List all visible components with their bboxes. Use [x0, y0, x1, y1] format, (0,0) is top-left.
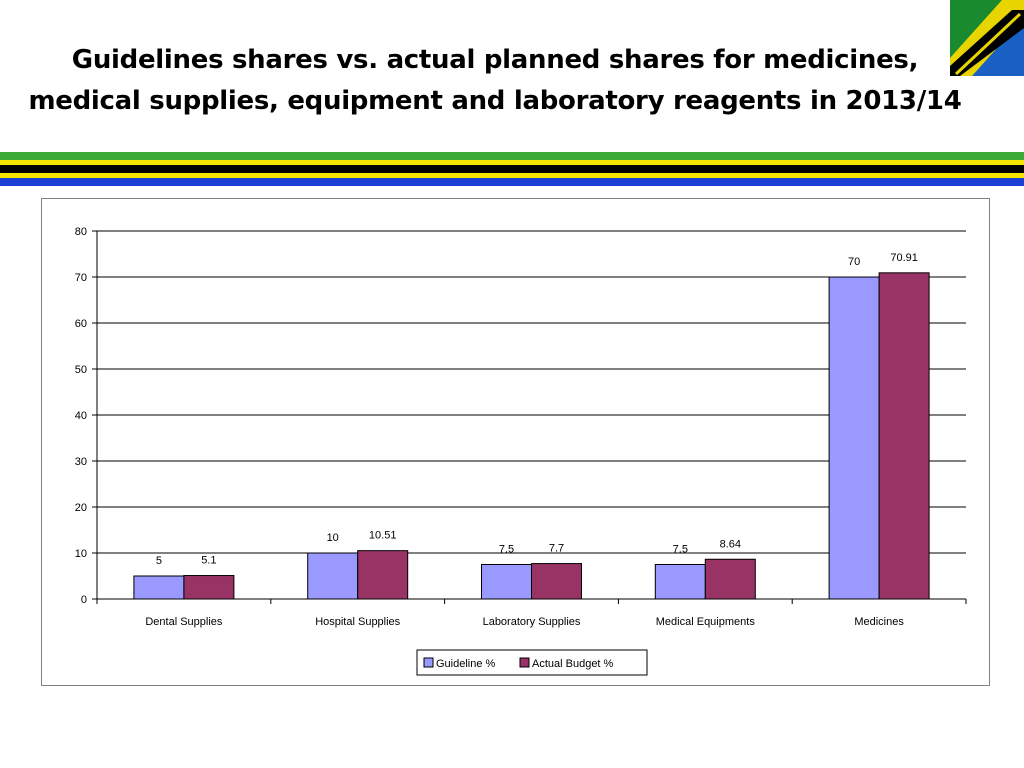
x-tick-label: Medical Equipments	[656, 616, 756, 628]
data-label: 5.1	[201, 555, 216, 567]
data-label: 7.5	[499, 544, 514, 556]
x-tick-label: Laboratory Supplies	[483, 616, 581, 628]
x-tick-label: Hospital Supplies	[315, 616, 400, 628]
y-tick-label: 30	[75, 456, 87, 468]
bar-chart: 0 10 20 30 40 50 60 70 80 5 5.1 Dental Supplies 10 10…	[75, 226, 967, 676]
y-tick-label: 80	[75, 226, 87, 238]
bar-actual-budget	[357, 550, 409, 600]
data-label: 7.7	[549, 543, 564, 555]
slide-title-line-2: medical supplies, equipment and laborato…	[28, 86, 962, 116]
tanzania-flag-logo	[950, 0, 1024, 76]
data-label: 5	[156, 555, 162, 567]
stripe-green	[0, 152, 1024, 160]
bar-actual-budget	[183, 575, 235, 600]
slide-title: Guidelines shares vs. actual planned sha…	[20, 40, 970, 122]
bar-guideline	[654, 564, 706, 600]
data-label: 10.51	[369, 530, 397, 542]
stripe-yellow-2	[0, 173, 1024, 178]
chart-container: 0 10 20 30 40 50 60 70 80 5 5.1 Dental Supplies 10 10…	[41, 198, 990, 686]
y-tick-label: 0	[81, 594, 87, 606]
y-tick-label: 20	[75, 502, 87, 514]
data-label: 7.5	[673, 544, 688, 556]
data-label: 70.91	[890, 252, 918, 264]
legend-label-guideline: Guideline %	[436, 658, 496, 670]
bar-actual-budget	[704, 558, 756, 600]
data-label: 8.64	[720, 538, 741, 550]
y-tick-label: 10	[75, 548, 87, 560]
bar-guideline	[481, 564, 532, 600]
data-label: 70	[848, 256, 860, 268]
legend-swatch-guideline	[423, 657, 434, 668]
legend-swatch-actual-budget	[519, 657, 530, 668]
x-tick-label: Medicines	[854, 616, 904, 628]
bar-guideline	[828, 276, 880, 600]
slide-title-line-1: Guidelines shares vs. actual planned sha…	[71, 45, 919, 75]
bar-guideline	[133, 575, 185, 600]
x-tick-label: Dental Supplies	[145, 616, 223, 628]
data-label: 10	[327, 532, 339, 544]
bar-guideline	[307, 552, 359, 600]
bar-actual-budget	[878, 272, 930, 600]
legend-box	[416, 649, 648, 676]
y-tick-label: 50	[75, 364, 87, 376]
legend-label-actual-budget: Actual Budget %	[532, 658, 614, 670]
stripe-black	[0, 165, 1024, 173]
y-tick-label: 70	[75, 272, 87, 284]
flag-color-stripes	[0, 152, 1024, 186]
stripe-blue	[0, 178, 1024, 186]
stripe-yellow-1	[0, 160, 1024, 165]
y-tick-label: 40	[75, 410, 87, 422]
bar-actual-budget	[531, 563, 582, 600]
y-tick-label: 60	[75, 318, 87, 330]
